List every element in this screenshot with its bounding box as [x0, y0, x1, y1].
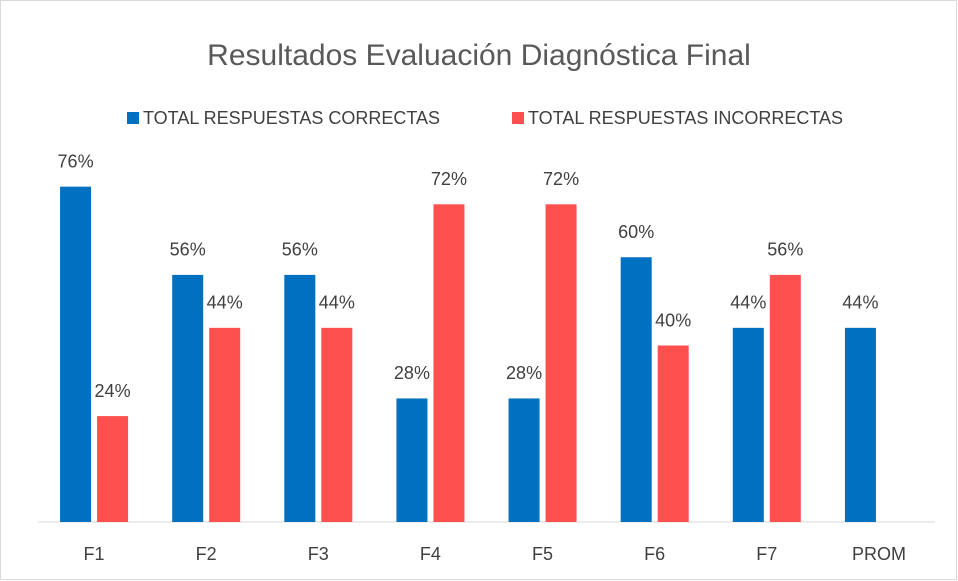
- data-label: 28%: [394, 363, 430, 383]
- bar: [209, 327, 241, 522]
- bar: [396, 398, 428, 522]
- bar: [60, 186, 92, 522]
- bar: [172, 274, 204, 522]
- legend-swatch: [127, 112, 139, 124]
- data-label: 60%: [618, 222, 654, 242]
- bar: [732, 327, 764, 522]
- data-label: 44%: [319, 293, 355, 313]
- data-label: 44%: [730, 293, 766, 313]
- legend-label: TOTAL RESPUESTAS CORRECTAS: [143, 108, 440, 128]
- data-label: 44%: [207, 293, 243, 313]
- x-tick-label: PROM: [852, 544, 906, 564]
- bar: [657, 345, 689, 522]
- bar: [620, 257, 652, 522]
- data-label: 56%: [282, 240, 318, 260]
- bar: [433, 204, 465, 523]
- chart-title: Resultados Evaluación Diagnóstica Final: [207, 39, 751, 72]
- x-tick-label: F1: [84, 544, 105, 564]
- data-label: 44%: [842, 293, 878, 313]
- bar: [844, 327, 876, 522]
- x-tick-label: F7: [756, 544, 777, 564]
- data-label: 24%: [95, 381, 131, 401]
- data-label: 56%: [170, 240, 206, 260]
- x-tick-label: F2: [196, 544, 217, 564]
- x-tick-label: F6: [644, 544, 665, 564]
- legend-label: TOTAL RESPUESTAS INCORRECTAS: [528, 108, 843, 128]
- data-label: 28%: [506, 363, 542, 383]
- x-tick-label: F4: [420, 544, 441, 564]
- bar: [321, 327, 353, 522]
- x-tick-label: F5: [532, 544, 553, 564]
- bar: [769, 274, 801, 522]
- data-label: 56%: [767, 240, 803, 260]
- bar: [508, 398, 540, 522]
- data-label: 72%: [431, 169, 467, 189]
- data-label: 72%: [543, 169, 579, 189]
- bar: [284, 274, 316, 522]
- data-label: 76%: [58, 151, 94, 171]
- data-label: 40%: [655, 310, 691, 330]
- legend-swatch: [512, 112, 524, 124]
- bar: [545, 204, 577, 523]
- bar: [97, 416, 129, 522]
- x-tick-label: F3: [308, 544, 329, 564]
